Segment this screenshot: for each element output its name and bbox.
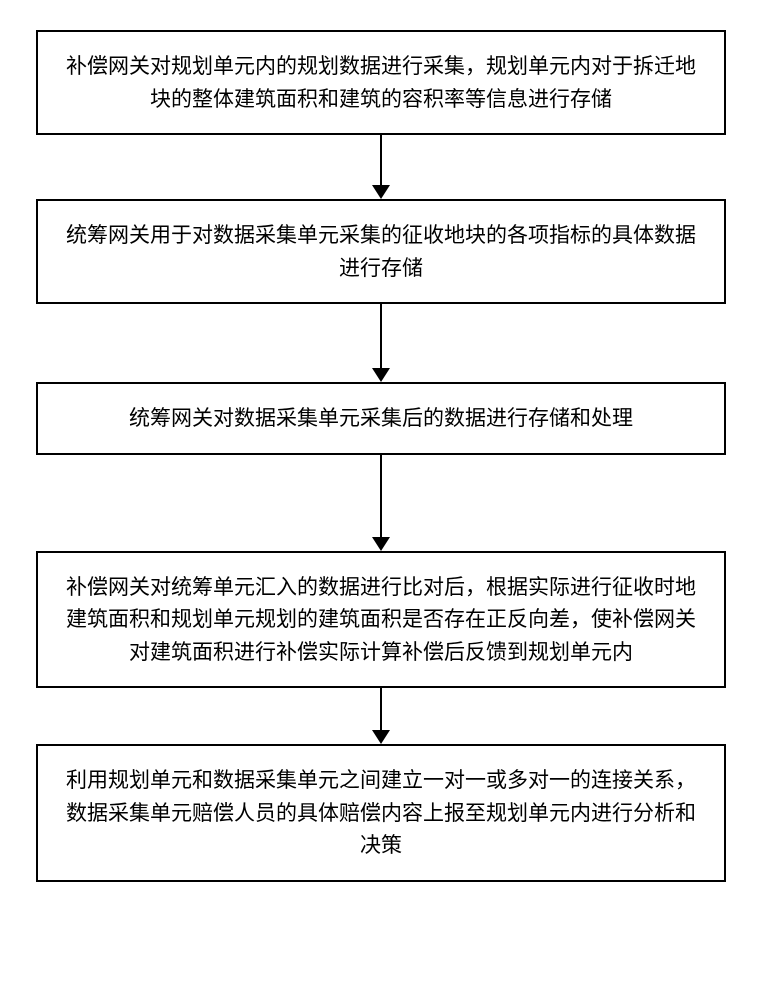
arrow-line (380, 688, 382, 730)
flow-node-2-label: 统筹网关用于对数据采集单元采集的征收地块的各项指标的具体数据进行存储 (63, 219, 699, 284)
flowchart-container: 补偿网关对规划单元内的规划数据进行采集，规划单元内对于拆迁地块的整体建筑面积和建… (0, 0, 762, 882)
flow-node-4: 补偿网关对统筹单元汇入的数据进行比对后，根据实际进行征收时地建筑面积和规划单元规… (36, 551, 726, 689)
flow-node-5: 利用规划单元和数据采集单元之间建立一对一或多对一的连接关系，数据采集单元赔偿人员… (36, 744, 726, 882)
flow-node-5-label: 利用规划单元和数据采集单元之间建立一对一或多对一的连接关系，数据采集单元赔偿人员… (63, 764, 699, 862)
flow-node-3: 统筹网关对数据采集单元采集后的数据进行存储和处理 (36, 382, 726, 455)
flow-arrow-4 (372, 688, 390, 744)
arrow-line (380, 304, 382, 368)
flow-node-4-label: 补偿网关对统筹单元汇入的数据进行比对后，根据实际进行征收时地建筑面积和规划单元规… (63, 571, 699, 669)
arrow-head-icon (372, 368, 390, 382)
arrow-line (380, 455, 382, 537)
flow-node-3-label: 统筹网关对数据采集单元采集后的数据进行存储和处理 (129, 402, 633, 435)
flow-node-1-label: 补偿网关对规划单元内的规划数据进行采集，规划单元内对于拆迁地块的整体建筑面积和建… (63, 50, 699, 115)
flow-node-1: 补偿网关对规划单元内的规划数据进行采集，规划单元内对于拆迁地块的整体建筑面积和建… (36, 30, 726, 135)
arrow-head-icon (372, 730, 390, 744)
flow-arrow-1 (372, 135, 390, 199)
arrow-head-icon (372, 185, 390, 199)
arrow-line (380, 135, 382, 185)
arrow-head-icon (372, 537, 390, 551)
flow-node-2: 统筹网关用于对数据采集单元采集的征收地块的各项指标的具体数据进行存储 (36, 199, 726, 304)
flow-arrow-2 (372, 304, 390, 382)
flow-arrow-3 (372, 455, 390, 551)
